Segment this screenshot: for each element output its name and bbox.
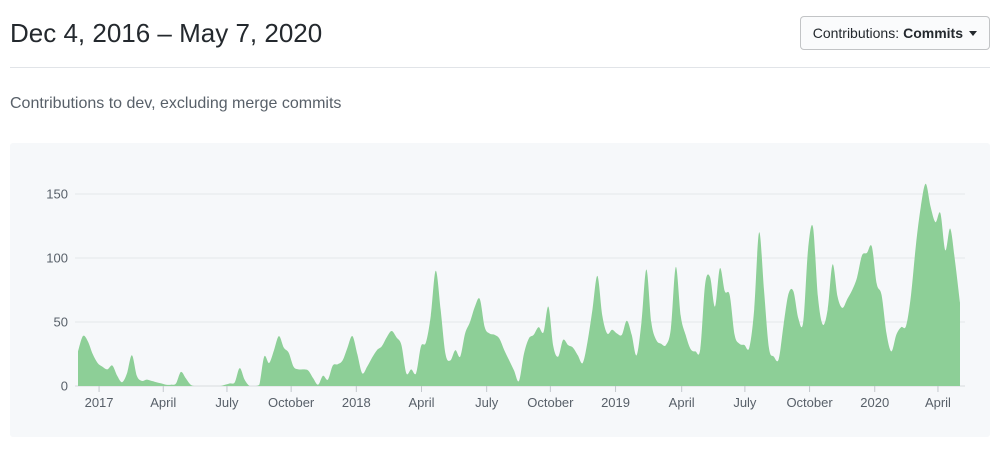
- x-axis-label-2019-8: 2019: [601, 395, 630, 410]
- y-axis-label-50: 50: [54, 315, 68, 330]
- page-title: Dec 4, 2016 – May 7, 2020: [10, 18, 323, 48]
- contributions-dropdown-selected: Commits: [903, 25, 963, 41]
- x-axis-label-2017-0: 2017: [85, 395, 114, 410]
- x-axis-label-2020-12: 2020: [860, 395, 889, 410]
- header: Dec 4, 2016 – May 7, 2020 Contributions:…: [10, 14, 990, 52]
- commit-activity-chart-card: 0 50 100 150 2017 April July October 2018 April Ju…: [10, 143, 990, 437]
- commits-area-series: [78, 183, 960, 386]
- y-axis-label-0: 0: [61, 379, 68, 394]
- x-axis-label-2018-4: 2018: [342, 395, 371, 410]
- x-axis-label-july-10: July: [733, 395, 757, 410]
- chart-subtitle: Contributions to dev, excluding merge co…: [10, 95, 342, 112]
- contributions-dropdown-prefix: Contributions:: [812, 25, 900, 41]
- x-axis-label-october-7: October: [527, 395, 574, 410]
- x-axis-label-july-2: July: [215, 395, 239, 410]
- x-axis-label-july-6: July: [475, 395, 499, 410]
- x-axis-label-april-9: April: [669, 395, 695, 410]
- x-axis-label-october-11: October: [786, 395, 833, 410]
- x-axis-label-april-13: April: [925, 395, 951, 410]
- x-axis-label-april-1: April: [150, 395, 176, 410]
- y-axis-label-100: 100: [46, 251, 68, 266]
- y-axis-label-150: 150: [46, 187, 68, 202]
- contributions-type-dropdown[interactable]: Contributions: Commits: [799, 16, 990, 50]
- x-axis-label-october-3: October: [268, 395, 315, 410]
- commit-activity-area-chart: 0 50 100 150 2017 April July October 2018 April Ju…: [46, 183, 965, 410]
- header-divider: [10, 67, 990, 68]
- caret-down-icon: [969, 30, 977, 36]
- x-axis-label-april-5: April: [408, 395, 434, 410]
